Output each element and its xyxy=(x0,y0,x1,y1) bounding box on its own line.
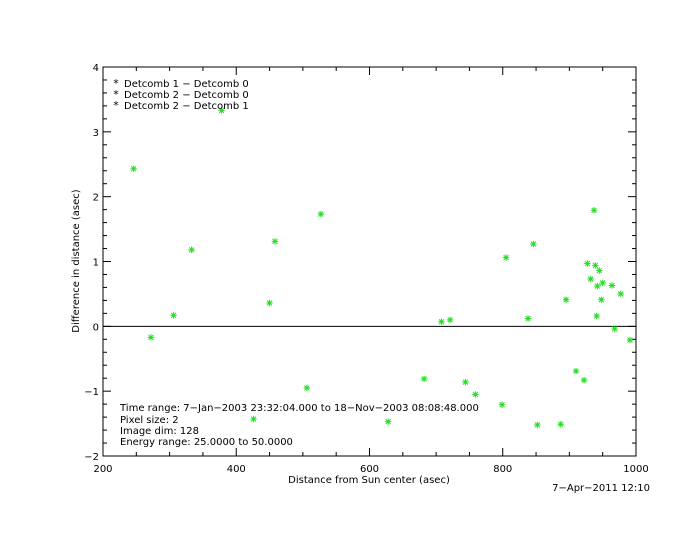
x-tick-label: 200 xyxy=(93,464,112,475)
data-point xyxy=(596,267,603,274)
data-point xyxy=(626,336,634,344)
legend-marker-3: * xyxy=(113,99,119,112)
y-tick-label: 2 xyxy=(93,193,99,204)
data-point xyxy=(524,315,532,322)
legend-marker-1: * xyxy=(113,77,119,90)
x-axis-title: Distance from Sun center (asec) xyxy=(288,475,450,486)
legend-label-2: Detcomb 2 − Detcomb 0 xyxy=(124,90,249,101)
data-point xyxy=(438,318,445,325)
data-point xyxy=(472,391,479,398)
data-point xyxy=(562,296,570,303)
info-energy-range: Energy range: 25.0000 to 50.0000 xyxy=(120,437,293,448)
x-tick-label: 400 xyxy=(227,464,246,475)
data-point xyxy=(580,376,588,384)
data-point xyxy=(590,207,598,214)
data-point xyxy=(170,312,177,319)
y-axis-ticks: −2 −1 0 1 2 3 4 xyxy=(84,63,636,463)
legend-item-1: * Detcomb 1 − Detcomb 0 xyxy=(113,77,249,90)
y-tick-label: 3 xyxy=(93,128,99,139)
legend-marker-2: * xyxy=(113,88,119,101)
data-point xyxy=(303,384,311,392)
legend-item-2: * Detcomb 2 − Detcomb 0 xyxy=(113,88,249,101)
data-point xyxy=(188,246,195,254)
info-pixel-size: Pixel size: 2 xyxy=(120,415,179,426)
data-point xyxy=(584,260,591,267)
data-point xyxy=(271,238,279,245)
y-axis-title: Difference in distance (asec) xyxy=(71,189,82,332)
x-tick-label: 800 xyxy=(493,464,512,475)
data-point xyxy=(592,262,599,269)
data-point xyxy=(384,418,392,425)
data-point xyxy=(557,421,564,428)
data-point xyxy=(266,299,273,307)
data-point xyxy=(502,254,510,261)
data-point xyxy=(147,334,155,341)
data-point xyxy=(317,210,325,218)
data-point xyxy=(617,290,624,298)
data-point xyxy=(611,325,618,333)
data-point xyxy=(593,312,600,320)
data-point xyxy=(462,378,469,386)
x-axis-ticks: 200 400 600 800 1000 xyxy=(93,67,649,475)
legend-item-3: * Detcomb 2 − Detcomb 1 xyxy=(113,99,249,112)
info-image-dim: Image dim: 128 xyxy=(120,426,199,437)
legend-label-1: Detcomb 1 − Detcomb 0 xyxy=(124,79,249,90)
data-point xyxy=(534,421,541,429)
data-point xyxy=(218,107,225,114)
data-point xyxy=(572,367,580,375)
x-tick-label: 1000 xyxy=(623,464,648,475)
data-points xyxy=(130,107,634,429)
y-tick-label: 4 xyxy=(93,63,99,74)
plot-frame xyxy=(102,66,637,457)
y-tick-label: 1 xyxy=(93,258,99,269)
y-tick-label: 0 xyxy=(93,322,99,333)
data-point xyxy=(130,165,137,172)
y-tick-label: −1 xyxy=(84,387,99,398)
data-point xyxy=(530,240,537,248)
data-point xyxy=(587,275,594,283)
data-point xyxy=(599,279,606,287)
data-point xyxy=(598,296,605,303)
data-point xyxy=(250,415,257,423)
data-point xyxy=(420,375,428,383)
legend: * Detcomb 1 − Detcomb 0 * Detcomb 2 − De… xyxy=(113,77,249,112)
y-tick-label: −2 xyxy=(84,452,99,463)
info-time-range: Time range: 7−Jan−2003 23:32:04.000 to 1… xyxy=(119,403,479,414)
data-point xyxy=(498,401,506,408)
data-point xyxy=(446,316,454,324)
data-point xyxy=(594,282,601,290)
x-tick-label: 600 xyxy=(360,464,379,475)
legend-label-3: Detcomb 2 − Detcomb 1 xyxy=(124,101,249,112)
data-point xyxy=(608,282,616,289)
info-block: Time range: 7−Jan−2003 23:32:04.000 to 1… xyxy=(119,403,479,448)
timestamp: 7−Apr−2011 12:10 xyxy=(552,483,650,494)
